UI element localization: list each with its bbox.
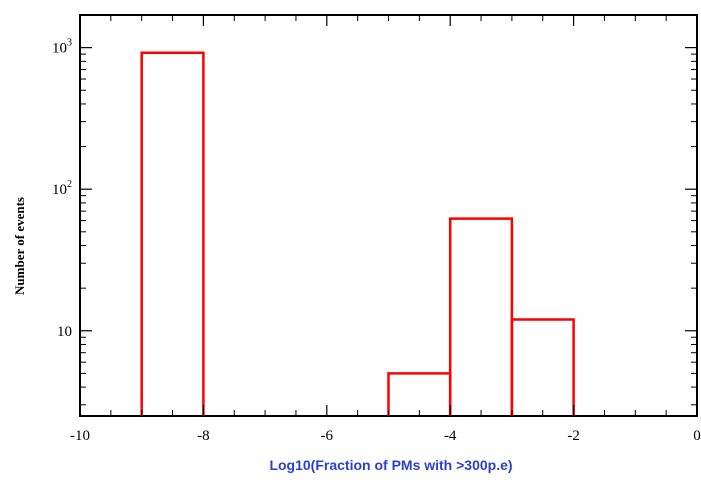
y-axis-label: Number of events (12, 197, 27, 295)
y-tick-label: 103 (52, 38, 72, 57)
axes (79, 14, 698, 417)
plot-frame (79, 14, 698, 417)
x-tick-label: -10 (70, 428, 90, 444)
histogram-bin-3 (448, 217, 514, 416)
histogram-bin-4 (510, 318, 575, 416)
y-tick-label: 10 (57, 324, 72, 340)
histogram-bin-2 (387, 372, 452, 416)
x-tick-label: -6 (321, 428, 334, 444)
tick-labels: -10 -8 -6 -4 -2 0 10 102 103 (52, 38, 701, 444)
histogram-bin-1 (140, 51, 205, 416)
y-tick-exponent: 2 (67, 179, 72, 190)
histogram-bars (140, 51, 575, 416)
x-tick-label: -4 (444, 428, 457, 444)
x-axis-label: Log10(Fraction of PMs with >300p.e) (269, 457, 512, 473)
x-tick-label: -2 (567, 428, 580, 444)
y-tick-exponent: 3 (67, 38, 72, 49)
x-tick-label: 0 (693, 428, 701, 444)
axis-ticks (79, 15, 698, 416)
y-tick-label: 102 (52, 179, 72, 198)
x-tick-label: -8 (197, 428, 210, 444)
